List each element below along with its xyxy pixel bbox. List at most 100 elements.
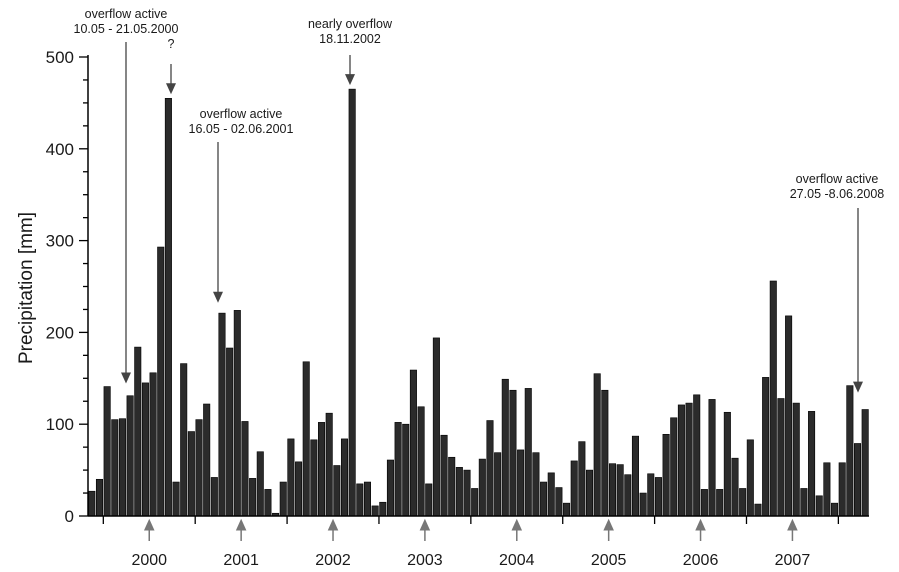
bar xyxy=(417,406,425,517)
bar xyxy=(310,439,318,517)
bar xyxy=(425,483,433,517)
bar xyxy=(126,395,134,517)
bar xyxy=(432,337,440,517)
arrow-down-icon xyxy=(345,74,355,86)
annotation-text: overflow active xyxy=(796,172,879,186)
bar xyxy=(723,411,731,517)
bar xyxy=(134,346,142,517)
bar xyxy=(249,478,257,517)
annotation-text: 16.05 - 02.06.2001 xyxy=(189,122,294,136)
bar xyxy=(792,402,800,517)
bar xyxy=(716,489,724,517)
arrow-down-icon xyxy=(121,372,131,384)
annotation: ? xyxy=(166,37,176,95)
bar xyxy=(379,501,387,517)
bar xyxy=(785,315,793,517)
year-midpoint-arrow-icon xyxy=(695,518,706,531)
bar xyxy=(677,404,685,517)
year-label: 2001 xyxy=(223,552,259,569)
bar xyxy=(731,457,739,517)
bar xyxy=(180,363,188,517)
y-axis-label: Precipitation [mm] xyxy=(16,212,37,364)
y-tick-label: 300 xyxy=(46,232,74,251)
bar xyxy=(815,495,823,517)
annotation-text: 27.05 -8.06.2008 xyxy=(790,187,885,201)
annotation-text: overflow active xyxy=(85,7,168,21)
bar xyxy=(831,502,839,517)
bar xyxy=(662,433,670,517)
bar xyxy=(157,246,165,517)
bar xyxy=(708,399,716,517)
bar xyxy=(402,423,410,517)
bar xyxy=(164,98,172,517)
annotation-text: 10.05 - 21.05.2000 xyxy=(74,22,179,36)
year-label: 2006 xyxy=(683,552,719,569)
year-midpoint-arrow-icon xyxy=(787,518,798,531)
year-midpoint-arrow-icon xyxy=(419,518,431,531)
bar xyxy=(853,443,862,517)
bar xyxy=(95,478,103,517)
bar xyxy=(540,481,548,517)
bar xyxy=(685,402,693,517)
bar xyxy=(670,417,678,517)
bar xyxy=(624,474,632,517)
bar xyxy=(808,411,816,517)
arrow-down-icon xyxy=(213,291,223,303)
bar xyxy=(746,439,754,517)
year-label: 2007 xyxy=(775,552,811,569)
year-label: 2005 xyxy=(591,552,627,569)
bar xyxy=(118,418,126,517)
bar xyxy=(226,347,234,517)
y-tick-label: 400 xyxy=(46,140,74,159)
year-label: 2003 xyxy=(407,552,443,569)
bar xyxy=(563,502,571,517)
axes-group xyxy=(87,55,869,517)
bar xyxy=(838,462,846,517)
bar xyxy=(241,421,249,517)
bar xyxy=(769,280,777,517)
bar xyxy=(287,438,295,517)
bar xyxy=(440,434,448,517)
bar xyxy=(187,431,195,517)
bar xyxy=(777,398,785,517)
bar xyxy=(256,451,264,517)
bar xyxy=(555,487,563,517)
bar xyxy=(601,389,609,517)
y-ticks-group: 0 100 200 300 400 500 xyxy=(46,48,88,526)
bar xyxy=(333,465,341,517)
bar xyxy=(172,481,180,517)
bar xyxy=(754,503,762,517)
bars-group xyxy=(88,88,869,517)
y-tick-label: 200 xyxy=(46,323,74,342)
bar xyxy=(88,490,96,517)
bar xyxy=(593,373,601,517)
bar xyxy=(394,422,402,517)
bar xyxy=(203,403,211,517)
y-tick-label: 500 xyxy=(46,48,74,67)
bar xyxy=(486,420,494,517)
bar xyxy=(463,469,471,517)
bar xyxy=(570,460,578,517)
bar xyxy=(616,464,624,517)
bar xyxy=(693,394,701,517)
year-label: 2004 xyxy=(499,552,535,569)
bar xyxy=(295,461,303,517)
bar xyxy=(471,488,479,517)
bar xyxy=(762,377,770,517)
year-midpoint-arrow-icon xyxy=(603,518,614,531)
bar xyxy=(279,481,287,517)
bar xyxy=(149,372,157,517)
bar xyxy=(363,481,371,517)
y-tick-label: 100 xyxy=(46,415,74,434)
bar xyxy=(739,488,747,517)
year-midpoint-arrow-icon xyxy=(327,518,339,531)
annotation-text: 18.11.2002 xyxy=(319,32,381,46)
arrow-down-icon xyxy=(853,381,863,393)
bar xyxy=(524,388,532,517)
bar xyxy=(103,386,111,517)
y-tick-label: 0 xyxy=(65,507,74,526)
bar xyxy=(340,438,349,517)
